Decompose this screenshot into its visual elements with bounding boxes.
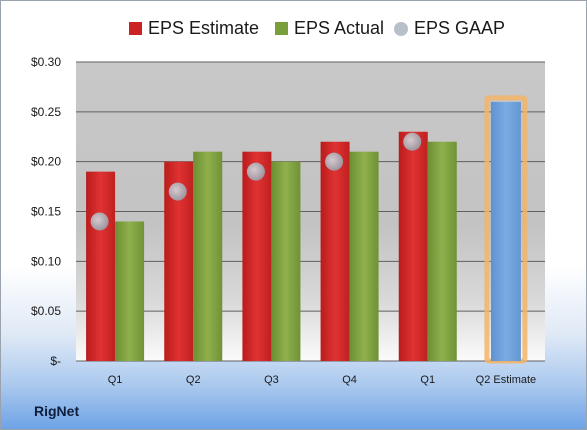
- legend: EPS Estimate EPS Actual EPS GAAP: [1, 18, 586, 42]
- legend-label-eps-gaap: EPS GAAP: [414, 18, 506, 38]
- bar-eps-actual: [193, 151, 223, 361]
- x-tick-label: Q2 Estimate: [476, 374, 537, 386]
- x-tick-label: Q1: [420, 374, 435, 386]
- bars: [86, 95, 528, 364]
- gaap-markers: [90, 132, 422, 231]
- marker-eps-gaap: [168, 182, 187, 201]
- legend-eps-actual: EPS Actual: [275, 18, 384, 39]
- legend-label-eps-estimate: EPS Estimate: [148, 18, 260, 38]
- y-tick-label: $-: [50, 354, 61, 368]
- bar-eps-estimate: [242, 151, 272, 361]
- legend-marker-eps-gaap: [394, 21, 408, 36]
- marker-eps-gaap: [90, 212, 109, 231]
- bar-q2-estimate: [490, 101, 521, 361]
- bar-eps-actual: [349, 151, 379, 361]
- company-name: RigNet: [34, 403, 80, 419]
- legend-label-eps-actual: EPS Actual: [294, 18, 385, 38]
- x-tick-label: Q4: [342, 374, 357, 386]
- marker-eps-gaap: [246, 162, 265, 181]
- bar-eps-actual: [427, 141, 457, 361]
- y-tick-label: $0.25: [31, 105, 61, 119]
- x-tick-label: Q3: [264, 374, 279, 386]
- y-tick-label: $0.10: [31, 254, 61, 268]
- bar-eps-actual: [115, 221, 145, 361]
- y-tick-label: $0.30: [31, 55, 61, 69]
- legend-eps-gaap: EPS GAAP: [394, 18, 505, 39]
- legend-swatch-eps-estimate: [129, 22, 142, 35]
- y-tick-label: $0.05: [31, 304, 61, 318]
- gridlines: [76, 61, 545, 362]
- bar-eps-estimate: [320, 141, 350, 361]
- legend-swatch-eps-actual: [275, 22, 288, 35]
- legend-eps-estimate: EPS Estimate: [129, 18, 259, 39]
- y-tick-label: $0.15: [31, 205, 61, 219]
- x-tick-label: Q1: [108, 374, 123, 386]
- marker-eps-gaap: [403, 132, 422, 151]
- bar-eps-estimate: [398, 131, 428, 361]
- y-tick-label: $0.20: [31, 155, 61, 169]
- bar-eps-estimate: [86, 171, 116, 361]
- marker-eps-gaap: [325, 152, 344, 171]
- bar-eps-actual: [271, 161, 301, 361]
- x-tick-label: Q2: [186, 374, 201, 386]
- axis-labels: $0.30 $0.25 $0.20 $0.15 $0.10 $0.05 $- Q1 Q2 Q3 Q4…: [31, 55, 536, 386]
